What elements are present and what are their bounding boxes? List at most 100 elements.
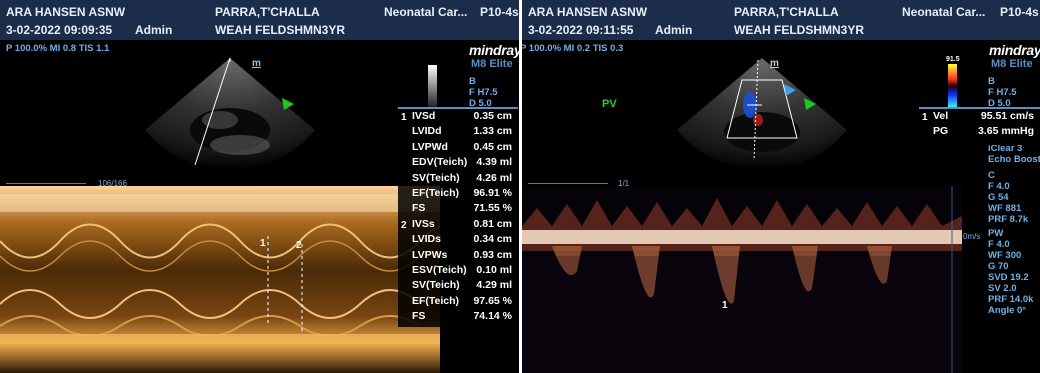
measurement-label: PG bbox=[933, 125, 949, 138]
measurement-index: 2 bbox=[401, 219, 407, 231]
measurement-row: 1 IVSd 0.35 cm bbox=[398, 109, 518, 124]
mmode-strip bbox=[0, 186, 440, 373]
sector-image bbox=[677, 58, 847, 171]
orientation-arrow-icon bbox=[804, 98, 816, 110]
sweep-label: 106/166 bbox=[98, 179, 127, 188]
measurement-value: 95.51 cm/s bbox=[980, 110, 1034, 122]
color-scale-top: 91.5 bbox=[946, 56, 960, 63]
measurement-index: 1 bbox=[401, 112, 407, 123]
measurement-label: FS bbox=[412, 310, 426, 323]
measurement-row: 2 IVSs 0.81 cm bbox=[398, 217, 518, 232]
measurement-results-panel: 1 Vel 95.51 cm/s PG 3.65 mmHg bbox=[919, 107, 1040, 145]
mmode-marker: m bbox=[252, 58, 261, 69]
measurement-label: EF(Teich) bbox=[412, 294, 460, 307]
facility-name: ARA HANSEN ASNW bbox=[528, 5, 648, 19]
measurement-row: LVIDd 1.33 cm bbox=[398, 124, 518, 139]
measurement-value: 4.26 ml bbox=[476, 171, 512, 184]
measurement-row: EDV(Teich) 4.39 ml bbox=[398, 155, 518, 170]
exam-type: Neonatal Car... bbox=[384, 5, 468, 19]
probe-name: P10-4s bbox=[480, 5, 519, 19]
side-params-b: B F H7.5 D 5.0 bbox=[469, 76, 498, 109]
measurement-label: EDV(Teich) bbox=[412, 156, 468, 169]
physician-name: WEAH FELDSHMN3YR bbox=[734, 23, 865, 37]
right-header: ARA HANSEN ASNW PARRA,T'CHALLA Neonatal … bbox=[522, 0, 1040, 40]
measurement-value: 97.65 % bbox=[473, 294, 512, 307]
caliper-marker-2: 2 bbox=[296, 240, 302, 251]
measurement-results-panel: 1 IVSd 0.35 cm LVIDd 1.33 cm LVPWd 0.45 cm EDV(… bbox=[398, 107, 518, 327]
mmode-marker: m bbox=[770, 58, 779, 69]
grayscale-bar bbox=[428, 65, 437, 107]
measurement-value: 96.91 % bbox=[473, 186, 512, 199]
acoustic-params: P 100.0% MI 0.2 TIS 0.3 bbox=[522, 43, 624, 54]
mode-label: PV bbox=[602, 98, 617, 110]
mmode-cursor-line bbox=[194, 57, 231, 166]
measurement-row: ESV(Teich) 0.10 ml bbox=[398, 263, 518, 278]
beam-arrow-icon bbox=[784, 84, 796, 96]
measurement-row: FS 71.55 % bbox=[398, 201, 518, 216]
measurement-label: IVSs bbox=[412, 217, 435, 230]
side-params-b: B F H7.5 D 5.0 bbox=[988, 76, 1017, 109]
measurement-value: 0.45 cm bbox=[473, 140, 512, 153]
measurement-row: SV(Teich) 4.26 ml bbox=[398, 171, 518, 186]
panel-divider bbox=[519, 0, 523, 373]
measurement-value: 0.93 cm bbox=[473, 248, 512, 261]
physician-name: WEAH FELDSHMN3YR bbox=[215, 23, 346, 37]
measurement-value: 71.55 % bbox=[473, 202, 512, 215]
sweep-scale bbox=[528, 183, 608, 184]
measurement-value: 4.29 ml bbox=[476, 279, 512, 292]
right-viewport: ARA HANSEN ASNW PARRA,T'CHALLA Neonatal … bbox=[522, 0, 1040, 373]
measurement-row: LVPWd 0.45 cm bbox=[398, 140, 518, 155]
measurement-label: LVIDs bbox=[412, 233, 441, 246]
exam-type: Neonatal Car... bbox=[902, 5, 986, 19]
measurement-label: SV(Teich) bbox=[412, 279, 460, 292]
patient-name: PARRA,T'CHALLA bbox=[215, 5, 320, 19]
doppler-spectrum bbox=[522, 186, 962, 373]
measurement-label: Vel bbox=[933, 110, 949, 122]
side-params-image: iClear 3 Echo Boost bbox=[988, 143, 1040, 165]
measurement-row: PG 3.65 mmHg bbox=[919, 124, 1040, 139]
side-params-pw: PW F 4.0 WF 300 G 70 SVD 19.2 SV 2.0 PRF… bbox=[988, 228, 1034, 316]
exam-datetime: 3-02-2022 09:09:35 bbox=[6, 23, 113, 37]
caliper-marker-1: 1 bbox=[260, 238, 266, 249]
measurement-label: LVPWs bbox=[412, 248, 448, 261]
measurement-label: LVPWd bbox=[412, 140, 448, 153]
measurement-row: SV(Teich) 4.29 ml bbox=[398, 278, 518, 293]
exam-datetime: 3-02-2022 09:11:55 bbox=[528, 23, 634, 37]
facility-name: ARA HANSEN ASNW bbox=[6, 5, 126, 19]
measurement-label: EF(Teich) bbox=[412, 186, 460, 199]
measurement-label: SV(Teich) bbox=[412, 171, 460, 184]
measurement-label: ESV(Teich) bbox=[412, 263, 467, 276]
left-header: ARA HANSEN ASNW PARRA,T'CHALLA Neonatal … bbox=[0, 0, 520, 40]
side-params-color: C F 4.0 G 54 WF 881 PRF 8.7k bbox=[988, 170, 1029, 225]
measurement-value: 4.39 ml bbox=[476, 156, 512, 169]
measurement-row: 1 Vel 95.51 cm/s bbox=[919, 109, 1040, 124]
measurement-label: IVSd bbox=[412, 110, 436, 122]
measurement-value: 0.81 cm bbox=[473, 217, 512, 230]
operator-name: Admin bbox=[655, 23, 693, 37]
left-viewport: ARA HANSEN ASNW PARRA,T'CHALLA Neonatal … bbox=[0, 0, 520, 373]
baseline-label: 0m/s bbox=[963, 232, 981, 241]
measurement-row: EF(Teich) 96.91 % bbox=[398, 186, 518, 201]
sector-image bbox=[145, 57, 315, 171]
measurement-row: LVIDs 0.34 cm bbox=[398, 232, 518, 247]
caliper-marker-1: 1 bbox=[722, 300, 728, 311]
model-name: M8 Elite bbox=[471, 58, 513, 70]
measurement-value: 1.33 cm bbox=[473, 125, 512, 138]
measurement-row: FS 74.14 % bbox=[398, 309, 518, 324]
acoustic-params: P 100.0% MI 0.8 TIS 1.1 bbox=[6, 43, 110, 54]
probe-name: P10-4s bbox=[1000, 5, 1039, 19]
measurement-value: 0.35 cm bbox=[473, 110, 512, 122]
measurement-row: EF(Teich) 97.65 % bbox=[398, 294, 518, 309]
measurement-label: FS bbox=[412, 202, 426, 215]
model-name: M8 Elite bbox=[991, 58, 1033, 70]
measurement-index: 1 bbox=[922, 112, 928, 123]
measurement-value: 0.34 cm bbox=[473, 233, 512, 246]
orientation-arrow-icon bbox=[282, 98, 294, 110]
brand-logo: mindray bbox=[469, 42, 520, 58]
color-scale-bar bbox=[948, 64, 957, 108]
measurement-row: LVPWs 0.93 cm bbox=[398, 248, 518, 263]
measurement-value: 3.65 mmHg bbox=[977, 125, 1034, 138]
sweep-label: 1/1 bbox=[618, 179, 630, 188]
measurement-value: 0.10 ml bbox=[476, 263, 512, 276]
operator-name: Admin bbox=[135, 23, 173, 37]
